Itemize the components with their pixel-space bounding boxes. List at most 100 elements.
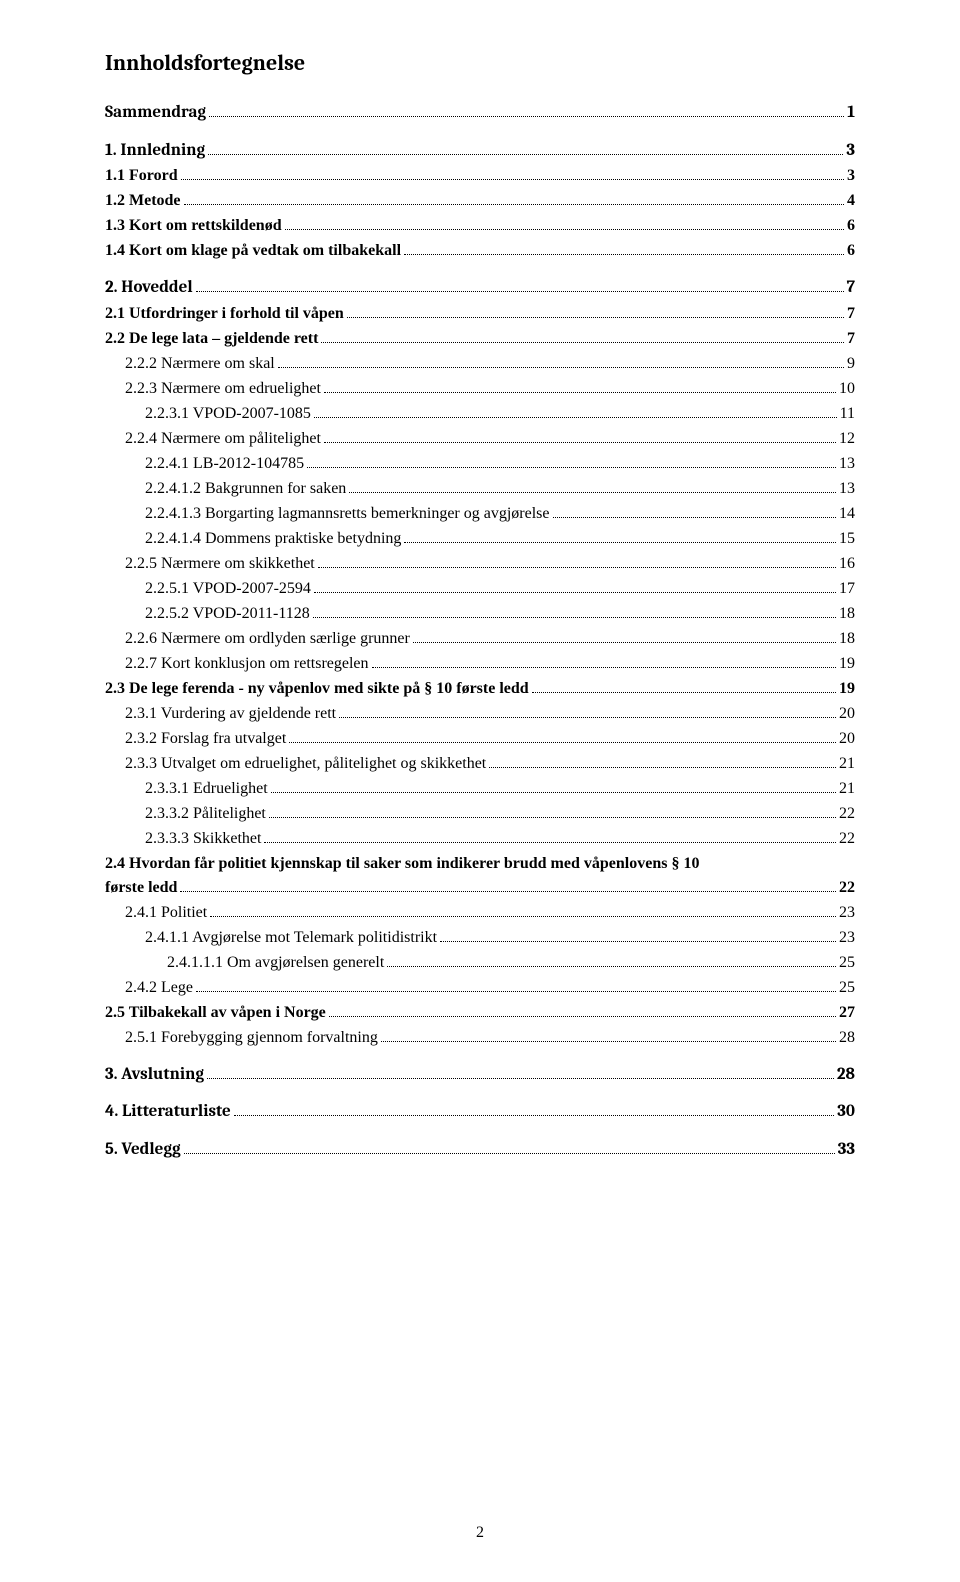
- toc-entry: 1.4 Kort om klage på vedtak om tilbakeka…: [105, 239, 855, 263]
- toc-entry-label: 1.2 Metode: [105, 189, 181, 213]
- page-number: 2: [476, 1524, 484, 1542]
- toc-entry-label: 2.4.2 Lege: [125, 976, 193, 1000]
- toc-entry-label: 2.4 Hvordan får politiet kjennskap til s…: [105, 855, 699, 872]
- toc-entry-label: 2.3.2 Forslag fra utvalget: [125, 727, 286, 751]
- toc-entry-page: 22: [839, 802, 855, 826]
- toc-leader-dots: [289, 742, 836, 743]
- toc-entry: 2.2.5.1 VPOD-2007-259417: [105, 577, 855, 601]
- toc-entry: 2.5 Tilbakekall av våpen i Norge27: [105, 1001, 855, 1025]
- toc-leader-dots: [329, 1016, 836, 1017]
- toc-entry-page: 23: [839, 901, 855, 925]
- toc-entry-page: 28: [837, 1062, 855, 1088]
- toc-entry-page: 6: [847, 239, 855, 263]
- toc-title: Innholdsfortegnelse: [105, 50, 855, 76]
- toc-leader-dots: [314, 417, 837, 418]
- toc-leader-dots: [324, 392, 836, 393]
- toc-entry-label: 2.2.4.1 LB-2012-104785: [145, 452, 304, 476]
- toc-leader-dots: [196, 991, 836, 992]
- toc-entry-page: 12: [839, 427, 855, 451]
- toc-leader-dots: [278, 367, 844, 368]
- toc-entry: 2.2.6 Nærmere om ordlyden særlige grunne…: [105, 627, 855, 651]
- toc-entry-page: 17: [839, 577, 855, 601]
- toc-entry-page: 11: [840, 402, 855, 426]
- toc-leader-dots: [196, 291, 844, 292]
- toc-entry-label: 2.2.3.1 VPOD-2007-1085: [145, 402, 311, 426]
- toc-leader-dots: [387, 966, 836, 967]
- toc-leader-dots: [264, 842, 836, 843]
- toc-entry-label: 2.2.5 Nærmere om skikkethet: [125, 552, 315, 576]
- toc-leader-dots: [318, 567, 836, 568]
- toc-leader-dots: [181, 179, 844, 180]
- toc-entry: 2.4.1.1 Avgjørelse mot Telemark politidi…: [105, 926, 855, 950]
- toc-entry: 2.5.1 Forebygging gjennom forvaltning28: [105, 1026, 855, 1050]
- toc-leader-dots: [208, 154, 843, 155]
- toc-leader-dots: [339, 717, 836, 718]
- toc-entry: 2.3.3.3 Skikkethet22: [105, 827, 855, 851]
- toc-entry: 1.1 Forord 3: [105, 164, 855, 188]
- toc-entry: 2.2.7 Kort konklusjon om rettsregelen 19: [105, 652, 855, 676]
- toc-leader-dots: [324, 442, 836, 443]
- toc-entry: 2.2.5.2 VPOD-2011-112818: [105, 602, 855, 626]
- toc-entry-page: 19: [839, 652, 855, 676]
- toc-entry-label: 2.2.4.1.3 Borgarting lagmannsretts bemer…: [145, 502, 550, 526]
- toc-entry: 2.4.1.1.1 Om avgjørelsen generelt25: [105, 951, 855, 975]
- toc-entry-label: 1.4 Kort om klage på vedtak om tilbakeka…: [105, 239, 401, 263]
- toc-entry-page: 10: [839, 377, 855, 401]
- toc-leader-dots: [347, 317, 844, 318]
- toc-leader-dots: [532, 692, 836, 693]
- toc-leader-dots: [271, 792, 836, 793]
- toc-entry: 5. Vedlegg 33: [105, 1137, 855, 1163]
- toc-entry-label: 2.2.4 Nærmere om pålitelighet: [125, 427, 321, 451]
- toc-entry-label: 2.4.1.1.1 Om avgjørelsen generelt: [167, 951, 384, 975]
- toc-entry-label: 2.2.3 Nærmere om edruelighet: [125, 377, 321, 401]
- toc-entry-page: 9: [847, 352, 855, 376]
- toc-entry: 1.3 Kort om rettskildenød6: [105, 214, 855, 238]
- toc-entry: 2.2.4 Nærmere om pålitelighet 12: [105, 427, 855, 451]
- toc-entry-page: 6: [847, 214, 855, 238]
- toc-entry-page: 16: [839, 552, 855, 576]
- toc-entry-page: 15: [839, 527, 855, 551]
- toc-leader-dots: [210, 916, 836, 917]
- toc-entry-label: 5. Vedlegg: [105, 1137, 181, 1163]
- toc-leader-dots: [349, 492, 836, 493]
- toc-entry: 2.4 Hvordan får politiet kjennskap til s…: [105, 852, 855, 900]
- toc-entry: 2.4.2 Lege25: [105, 976, 855, 1000]
- toc-entry-label: 2.2 De lege lata – gjeldende rett: [105, 327, 318, 351]
- toc-leader-dots: [404, 254, 844, 255]
- toc-entry-label: 1. Innledning: [105, 138, 205, 164]
- toc-entry-page: 20: [839, 727, 855, 751]
- toc-entry-page: 33: [838, 1137, 855, 1163]
- toc-entry-page: 7: [847, 275, 855, 301]
- toc-entry: 2.3.3 Utvalget om edruelighet, pålitelig…: [105, 752, 855, 776]
- toc-entry-label: 2.5 Tilbakekall av våpen i Norge: [105, 1001, 326, 1025]
- toc-entry-label: 3. Avslutning: [105, 1062, 204, 1088]
- toc-leader-dots: [372, 667, 836, 668]
- toc-entry-label: 2.4.1 Politiet: [125, 901, 207, 925]
- toc-entry: 2.2.2 Nærmere om skal9: [105, 352, 855, 376]
- toc-entry-page: 18: [839, 627, 855, 651]
- toc-leader-dots: [404, 542, 836, 543]
- toc-entry: 2.2.4.1 LB-2012-10478513: [105, 452, 855, 476]
- toc-entry: 2.3.3.1 Edruelighet21: [105, 777, 855, 801]
- table-of-contents: Sammendrag11. Innledning31.1 Forord31.2 …: [105, 100, 855, 1162]
- toc-entry-label: 1.1 Forord: [105, 164, 178, 188]
- toc-leader-dots: [269, 817, 836, 818]
- toc-entry-label: 2.2.4.1.4 Dommens praktiske betydning: [145, 527, 401, 551]
- toc-entry-page: 18: [839, 602, 855, 626]
- toc-entry-page: 4: [847, 189, 855, 213]
- toc-entry-page: 28: [839, 1026, 855, 1050]
- toc-entry-label: 2.2.7 Kort konklusjon om rettsregelen: [125, 652, 369, 676]
- toc-leader-dots: [207, 1078, 834, 1079]
- toc-entry-page: 14: [839, 502, 855, 526]
- toc-leader-dots: [307, 467, 836, 468]
- toc-leader-dots: [285, 229, 844, 230]
- toc-entry-page: 22: [839, 827, 855, 851]
- toc-entry: 1.2 Metode 4: [105, 189, 855, 213]
- toc-leader-dots: [381, 1041, 836, 1042]
- toc-entry: 3. Avslutning 28: [105, 1062, 855, 1088]
- toc-leader-dots: [184, 1153, 835, 1154]
- toc-entry-page: 3: [847, 164, 855, 188]
- toc-entry-label: 2.3 De lege ferenda - ny våpenlov med si…: [105, 677, 529, 701]
- toc-entry-page: 20: [839, 702, 855, 726]
- toc-leader-dots: [209, 116, 844, 117]
